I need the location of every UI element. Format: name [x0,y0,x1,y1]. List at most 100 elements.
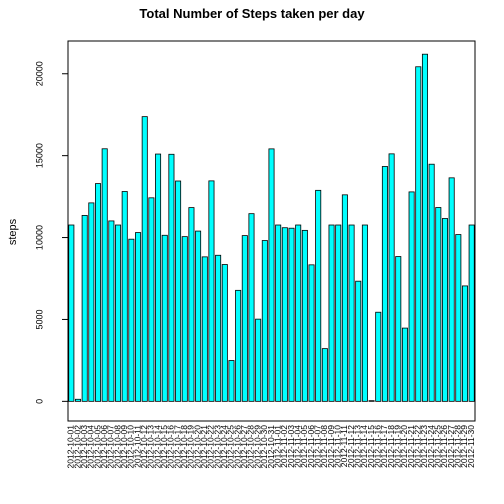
x-tick-label: 2012-11-08 [319,425,329,468]
x-tick-label: 2012-11-20 [399,425,409,468]
x-tick-label: 2012-11-03 [286,425,296,468]
bar-2012-11-15 [368,400,375,402]
bar-2012-10-06 [101,148,108,402]
x-tick-label: 2012-11-12 [346,425,356,468]
chart-title: Total Number of Steps taken per day [139,6,365,21]
x-tick-label: 2012-10-15 [159,425,169,469]
x-tick-label: 2012-10-31 [266,425,276,469]
bar-2012-10-14 [155,153,162,402]
bar-2012-10-01 [68,224,75,402]
bar-2012-10-25 [228,360,235,402]
bar-2012-11-10 [335,224,342,402]
x-tick-label: 2012-11-02 [279,425,289,468]
x-tick-label: 2012-10-08 [112,425,122,469]
bar-2012-10-11 [135,232,142,402]
bar-2012-11-18 [388,153,395,402]
bar-2012-10-27 [241,235,248,402]
x-tick-label: 2012-11-04 [292,425,302,468]
x-tick-label: 2012-11-29 [459,425,469,468]
x-tick-label: 2012-10-03 [79,425,89,469]
bar-2012-11-12 [348,224,355,402]
x-tick-label: 2012-11-30 [466,425,476,468]
y-axis-label: steps [7,218,19,245]
plot-frame [67,40,476,422]
x-tick-label: 2012-10-22 [206,425,216,469]
bar-2012-11-22 [415,66,422,402]
x-tick-label: 2012-10-12 [139,425,149,469]
bar-2012-10-03 [81,215,88,402]
bar-2012-11-02 [281,227,288,402]
bar-2012-10-08 [115,224,122,402]
x-tick-label: 2012-11-01 [272,425,282,468]
bar-2012-11-17 [381,166,388,402]
bar-2012-11-03 [288,227,295,402]
bar-2012-10-29 [255,318,262,402]
bar-2012-10-20 [195,230,202,402]
bar-2012-11-26 [441,218,448,402]
x-tick-label: 2012-10-01 [66,425,76,469]
x-tick-label: 2012-11-07 [312,425,322,468]
y-tick-label: 0 [34,399,44,404]
bar-2012-11-27 [448,177,455,402]
bar-2012-10-30 [261,240,268,402]
x-tick-label: 2012-11-18 [386,425,396,468]
bar-2012-11-13 [355,280,362,402]
x-tick-label: 2012-10-06 [99,425,109,469]
x-tick-label: 2012-10-17 [172,425,182,469]
x-tick-label: 2012-11-24 [426,425,436,468]
bar-2012-11-04 [295,224,302,402]
bar-2012-11-01 [275,224,282,402]
bar-2012-11-30 [468,224,475,402]
bar-2012-10-28 [248,213,255,402]
x-tick-label: 2012-10-26 [232,425,242,469]
y-tick-label: 5000 [34,309,44,329]
x-tick-label: 2012-11-28 [453,425,463,468]
x-tick-label: 2012-11-06 [306,425,316,468]
x-tick-label: 2012-10-07 [106,425,116,469]
x-tick-label: 2012-10-16 [166,425,176,469]
x-tick-label: 2012-10-02 [72,425,82,469]
bar-2012-10-09 [121,191,128,402]
x-tick-label: 2012-10-13 [146,425,156,469]
x-tick-label: 2012-10-10 [126,425,136,469]
x-tick-label: 2012-10-28 [246,425,256,469]
x-tick-label: 2012-11-26 [439,425,449,468]
bar-2012-10-07 [108,220,115,402]
bar-2012-11-14 [361,224,368,402]
x-tick-label: 2012-10-04 [86,425,96,469]
x-tick-label: 2012-11-21 [406,425,416,468]
x-tick-label: 2012-11-10 [332,425,342,468]
bar-2012-11-20 [401,327,408,402]
x-tick-label: 2012-11-16 [373,425,383,468]
bar-2012-10-15 [161,234,168,402]
bar-2012-11-11 [341,194,348,402]
x-tick-label: 2012-11-11 [339,425,349,467]
x-tick-label: 2012-11-09 [326,425,336,468]
bar-2012-11-19 [395,256,402,402]
y-tick-label: 20000 [34,61,44,86]
x-tick-label: 2012-10-05 [92,425,102,469]
bar-2012-11-23 [421,53,428,402]
bar-2012-10-17 [175,180,182,402]
bar-2012-10-24 [221,264,228,402]
x-tick-label: 2012-10-20 [192,425,202,469]
bar-2012-11-25 [435,207,442,402]
x-tick-label: 2012-11-14 [359,425,369,468]
x-tick-label: 2012-10-23 [212,425,222,469]
x-tick-label: 2012-11-05 [299,425,309,468]
x-tick-label: 2012-10-24 [219,425,229,469]
bar-2012-11-16 [375,311,382,402]
bar-2012-10-22 [208,180,215,402]
x-tick-label: 2012-11-17 [379,425,389,468]
x-tick-label: 2012-10-21 [199,425,209,469]
x-tick-label: 2012-10-30 [259,425,269,469]
x-tick-label: 2012-10-14 [152,425,162,469]
x-tick-label: 2012-10-11 [132,425,142,468]
x-tick-label: 2012-11-22 [413,425,423,468]
bar-2012-10-26 [235,289,242,402]
x-tick-label: 2012-10-19 [186,425,196,469]
x-tick-label: 2012-10-27 [239,425,249,469]
x-tick-label: 2012-11-19 [393,425,403,468]
x-tick-label: 2012-10-18 [179,425,189,469]
